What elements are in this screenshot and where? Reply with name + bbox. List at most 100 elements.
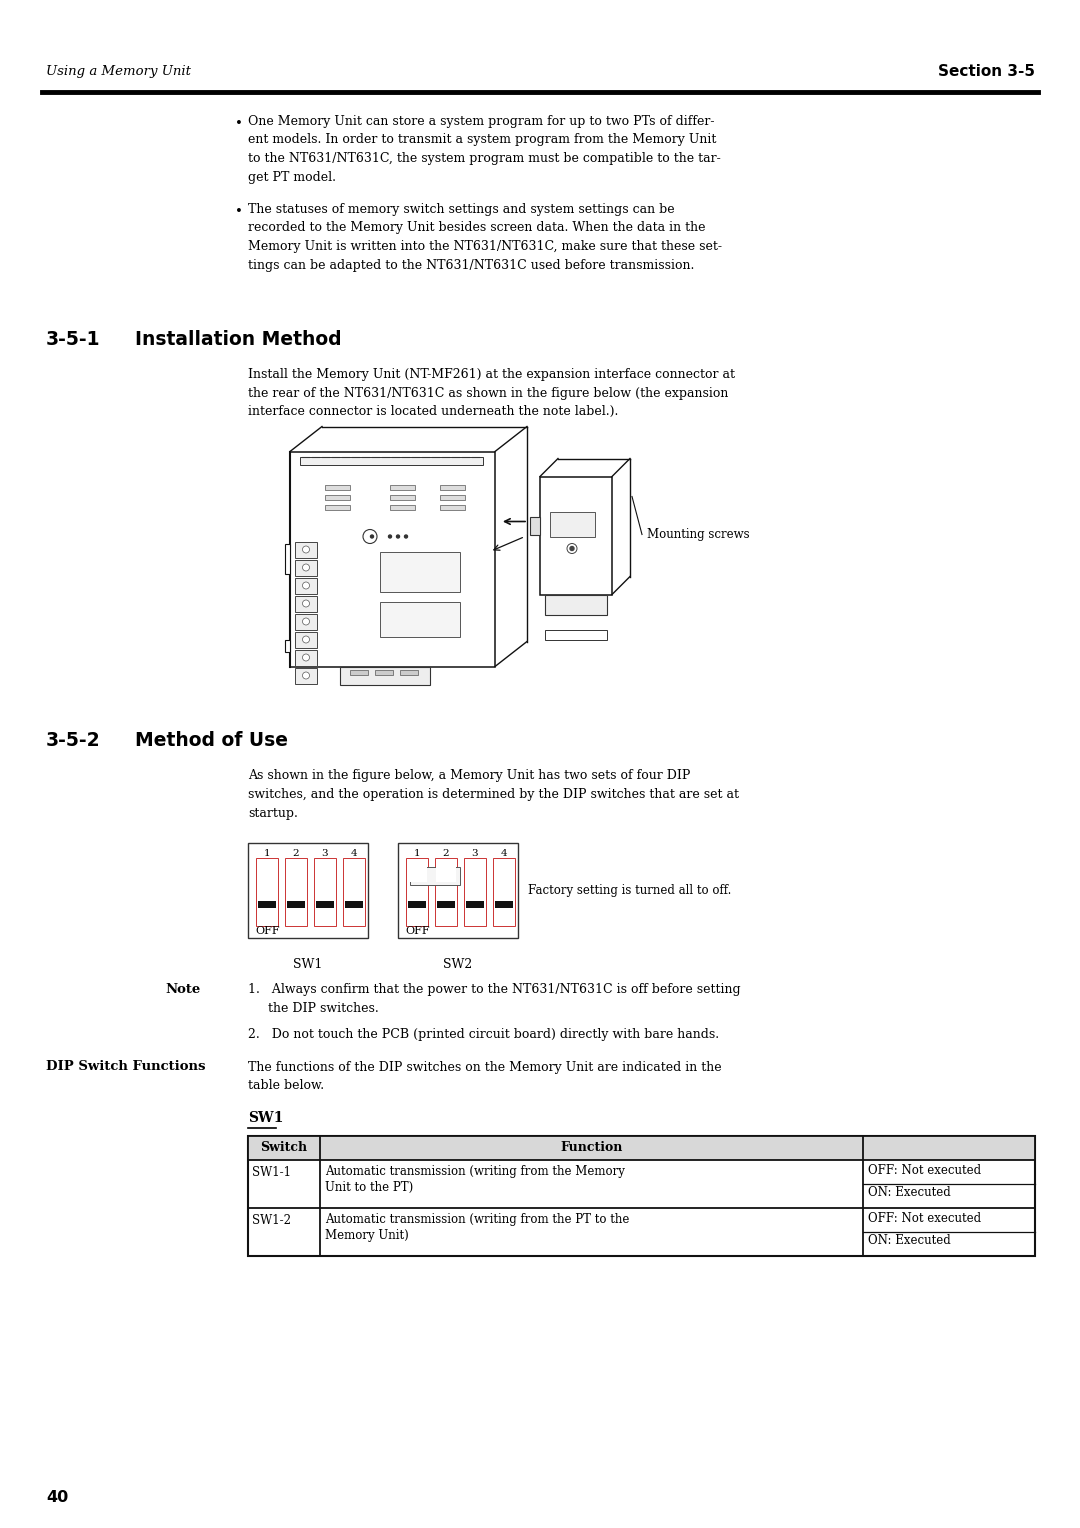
Text: 4: 4 bbox=[501, 848, 508, 857]
Bar bbox=[465, 902, 484, 926]
Text: SW2: SW2 bbox=[444, 958, 473, 970]
Circle shape bbox=[302, 654, 310, 662]
Bar bbox=[291, 451, 495, 666]
Circle shape bbox=[302, 582, 310, 588]
Bar bbox=[295, 541, 318, 558]
Bar bbox=[325, 484, 350, 489]
Text: 2: 2 bbox=[443, 848, 449, 857]
Bar bbox=[350, 669, 368, 674]
Bar bbox=[399, 843, 518, 938]
Bar bbox=[248, 1135, 1035, 1160]
Bar bbox=[295, 559, 318, 576]
Text: get PT model.: get PT model. bbox=[248, 171, 336, 183]
Circle shape bbox=[302, 564, 310, 571]
Bar bbox=[257, 908, 276, 926]
Text: OFF: Not executed: OFF: Not executed bbox=[868, 1213, 981, 1225]
Bar bbox=[440, 495, 465, 500]
Bar bbox=[390, 495, 415, 500]
Bar bbox=[380, 602, 460, 637]
Text: 4: 4 bbox=[351, 848, 357, 857]
Bar bbox=[440, 484, 465, 489]
Bar bbox=[540, 477, 612, 594]
Bar bbox=[345, 902, 363, 926]
Bar bbox=[314, 859, 336, 926]
Bar bbox=[436, 908, 456, 926]
Bar bbox=[406, 859, 428, 926]
Bar bbox=[256, 859, 278, 926]
Bar bbox=[465, 908, 485, 926]
Text: One Memory Unit can store a system program for up to two PTs of differ-: One Memory Unit can store a system progr… bbox=[248, 115, 715, 128]
Circle shape bbox=[370, 535, 374, 538]
Text: interface connector is located underneath the note label.).: interface connector is located underneat… bbox=[248, 405, 619, 419]
Text: recorded to the Memory Unit besides screen data. When the data in the: recorded to the Memory Unit besides scre… bbox=[248, 222, 705, 234]
Bar bbox=[410, 866, 460, 885]
Text: Memory Unit): Memory Unit) bbox=[325, 1229, 408, 1242]
Bar bbox=[325, 504, 350, 509]
Bar bbox=[316, 902, 334, 926]
Text: As shown in the figure below, a Memory Unit has two sets of four DIP: As shown in the figure below, a Memory U… bbox=[248, 770, 690, 782]
Text: Install the Memory Unit (NT-MF261) at the expansion interface connector at: Install the Memory Unit (NT-MF261) at th… bbox=[248, 368, 735, 380]
Text: •: • bbox=[235, 205, 243, 219]
Text: The functions of the DIP switches on the Memory Unit are indicated in the: The functions of the DIP switches on the… bbox=[248, 1060, 721, 1074]
Text: tings can be adapted to the NT631/NT631C used before transmission.: tings can be adapted to the NT631/NT631C… bbox=[248, 258, 694, 272]
Circle shape bbox=[302, 545, 310, 553]
Bar bbox=[295, 614, 318, 630]
Circle shape bbox=[396, 535, 400, 538]
Text: 3: 3 bbox=[472, 848, 478, 857]
Bar bbox=[258, 902, 276, 926]
Text: 2.   Do not touch the PCB (printed circuit board) directly with bare hands.: 2. Do not touch the PCB (printed circuit… bbox=[248, 1028, 719, 1041]
Text: the rear of the NT631/NT631C as shown in the figure below (the expansion: the rear of the NT631/NT631C as shown in… bbox=[248, 387, 728, 399]
Text: SW1-1: SW1-1 bbox=[252, 1166, 291, 1178]
Bar bbox=[464, 859, 486, 926]
Text: DIP Switch Functions: DIP Switch Functions bbox=[46, 1060, 205, 1074]
Bar bbox=[257, 859, 276, 882]
Bar bbox=[492, 859, 515, 926]
Circle shape bbox=[302, 672, 310, 678]
Text: Installation Method: Installation Method bbox=[135, 330, 341, 348]
Text: 1.   Always confirm that the power to the NT631/NT631C is off before setting: 1. Always confirm that the power to the … bbox=[248, 983, 741, 996]
Bar bbox=[300, 457, 483, 465]
Bar bbox=[343, 859, 365, 926]
Bar bbox=[295, 596, 318, 611]
Bar bbox=[295, 631, 318, 648]
Bar bbox=[465, 859, 485, 882]
Text: switches, and the operation is determined by the DIP switches that are set at: switches, and the operation is determine… bbox=[248, 788, 739, 801]
Text: 1: 1 bbox=[414, 848, 420, 857]
Text: 40: 40 bbox=[46, 1490, 68, 1505]
Bar bbox=[436, 859, 456, 882]
Bar bbox=[248, 1135, 1035, 1256]
Bar bbox=[545, 594, 607, 614]
Text: Automatic transmission (writing from the PT to the: Automatic transmission (writing from the… bbox=[325, 1213, 630, 1225]
Text: Using a Memory Unit: Using a Memory Unit bbox=[46, 66, 191, 78]
Bar bbox=[550, 512, 595, 536]
Text: The statuses of memory switch settings and system settings can be: The statuses of memory switch settings a… bbox=[248, 203, 675, 215]
Circle shape bbox=[570, 547, 573, 550]
Text: SW1: SW1 bbox=[248, 1111, 283, 1126]
Text: ON: Executed: ON: Executed bbox=[868, 1235, 950, 1247]
Circle shape bbox=[302, 617, 310, 625]
Text: the DIP switches.: the DIP switches. bbox=[248, 1001, 379, 1015]
Bar bbox=[545, 630, 607, 640]
Text: ON: Executed: ON: Executed bbox=[868, 1187, 950, 1199]
Bar bbox=[440, 504, 465, 509]
Circle shape bbox=[389, 535, 391, 538]
Text: startup.: startup. bbox=[248, 807, 298, 819]
Bar bbox=[315, 859, 335, 882]
Circle shape bbox=[567, 544, 577, 553]
Text: OFF: Not executed: OFF: Not executed bbox=[868, 1164, 981, 1178]
Bar bbox=[295, 668, 318, 683]
Text: Unit to the PT): Unit to the PT) bbox=[325, 1181, 414, 1193]
Bar bbox=[286, 908, 306, 926]
Bar bbox=[315, 908, 335, 926]
Text: SW1: SW1 bbox=[294, 958, 323, 970]
Bar bbox=[285, 544, 291, 573]
Bar bbox=[495, 902, 513, 926]
Bar bbox=[530, 516, 540, 535]
Text: Note: Note bbox=[165, 983, 200, 996]
Bar bbox=[390, 504, 415, 509]
Bar bbox=[375, 669, 393, 674]
Text: •: • bbox=[235, 118, 243, 130]
Text: to the NT631/NT631C, the system program must be compatible to the tar-: to the NT631/NT631C, the system program … bbox=[248, 151, 720, 165]
Bar bbox=[407, 908, 427, 926]
Bar bbox=[295, 578, 318, 593]
